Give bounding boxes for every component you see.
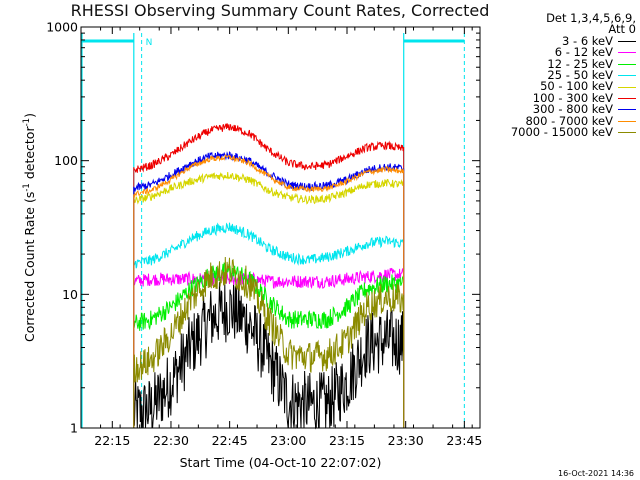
y-tick-label: 100 (54, 153, 78, 168)
legend-entry-swatch (618, 63, 636, 65)
legend-entry-label: 300 - 800 keV (532, 102, 613, 117)
series-line-6 (133, 123, 405, 428)
legend-header-detectors: Det 1,3,4,5,6,9, (546, 11, 636, 25)
legend-entry-label: 50 - 100 keV (540, 79, 613, 94)
legend-entry-swatch (618, 41, 636, 43)
chart-title: RHESSI Observing Summary Count Rates, Co… (70, 1, 490, 20)
x-axis-label: Start Time (04-Oct-10 22:07:02) (180, 455, 382, 470)
legend-entry-swatch (618, 132, 636, 134)
legend-entry-swatch (618, 120, 636, 122)
legend-entry: 7000 - 15000 keV (484, 125, 636, 140)
legend-entry: 50 - 100 keV (484, 79, 636, 94)
legend-entry: 25 - 50 keV (484, 68, 636, 83)
x-tick-label: 22:30 (153, 433, 189, 448)
axis-ticks: 22:15 22:30 22:45 23:00 23:15 23:30 23:45 1 10 10… (46, 20, 482, 449)
legend-entry-swatch (618, 86, 636, 88)
render-timestamp: 16-Oct-2021 14:36 (558, 469, 634, 478)
legend-entry: 800 - 7000 keV (484, 113, 636, 128)
series-line-8 (133, 154, 405, 428)
legend-entry-label: 100 - 300 keV (532, 90, 613, 105)
x-tick-label: 23:00 (270, 433, 306, 448)
legend-entry-swatch (618, 52, 636, 54)
x-tick-label: 23:30 (388, 433, 424, 448)
legend-entry: 6 - 12 keV (484, 45, 636, 60)
series-line-4 (133, 222, 405, 428)
legend-entry: 100 - 300 keV (484, 90, 636, 105)
series-group (133, 123, 405, 430)
legend-entry: 300 - 800 keV (484, 102, 636, 117)
legend-entry-label: 25 - 50 keV (547, 68, 613, 83)
legend-entry-label: 800 - 7000 keV (525, 113, 613, 128)
plot-frame (80, 26, 481, 429)
legend-entry-swatch (618, 109, 636, 111)
x-tick-label: 23:15 (329, 433, 365, 448)
y-tick-label: 1 (70, 421, 78, 436)
legend-entry-label: 7000 - 15000 keV (510, 125, 613, 140)
legend-entry-label: 3 - 6 keV (562, 33, 613, 48)
legend-entry-swatch (618, 75, 636, 77)
legend-entry-swatch (618, 98, 636, 100)
saa-flag-label: N (146, 38, 153, 48)
y-tick-label: 10 (62, 287, 78, 302)
x-tick-label: 23:45 (446, 433, 482, 448)
legend-entry-label: 12 - 25 keV (547, 56, 613, 71)
series-line-2 (133, 267, 405, 428)
x-tick-label: 22:45 (212, 433, 248, 448)
legend: Det 1,3,4,5,6,9, Att 0 3 - 6 keV 6 - 12 k… (484, 11, 636, 140)
series-line-9 (133, 256, 405, 428)
legend-entry: 12 - 25 keV (484, 56, 636, 71)
x-tick-label: 22:15 (94, 433, 130, 448)
legend-header-attenuator: Att 0 (608, 22, 636, 37)
axes-frame (80, 26, 481, 429)
legend-entry: 3 - 6 keV (484, 33, 636, 48)
series-line-1 (133, 280, 405, 430)
series-line-5 (133, 171, 405, 428)
y-tick-label: 1000 (46, 20, 78, 35)
y-axis-label: Corrected Count Rate (s-1 detector-1) (22, 113, 37, 342)
legend-entry-label: 6 - 12 keV (554, 45, 613, 60)
